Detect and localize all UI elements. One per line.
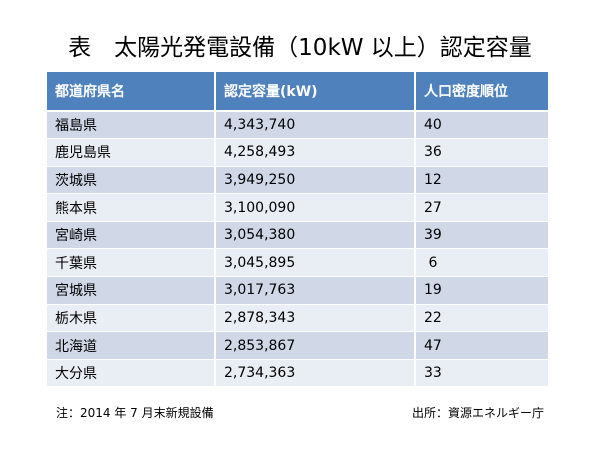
table-cell: 2,853,867 [215,331,416,360]
table-cell: 6 [415,248,548,278]
table-cell: 熊本県 [47,193,216,222]
table-cell: 4,343,740 [215,111,416,140]
table-row: 千葉県 3,045,895 6 [47,248,548,278]
table-cell: 大分県 [47,359,216,388]
table-cell: 12 [415,166,548,195]
source: 出所：資源エネルギー庁 [411,406,544,420]
table-row: 北海道 2,853,867 47 [47,331,548,360]
table-row: 福島県 4,343,740 40 [47,111,548,140]
table-cell: 3,054,380 [215,221,416,250]
table-cell: 福島県 [47,111,216,140]
table-row: 宮城県 3,017,763 19 [47,276,548,305]
column-header: 都道府県名 [47,72,216,112]
table-cell: 3,045,895 [215,248,416,278]
table-cell: 宮城県 [47,276,216,305]
table-cell: 宮崎県 [47,221,216,250]
column-header: 人口密度順位 [415,72,548,112]
table-cell: 47 [415,331,548,360]
table-cell: 茨城県 [47,166,216,195]
table-row: 宮崎県 3,054,380 39 [47,221,548,250]
table-cell: 27 [415,193,548,222]
table-cell: 39 [415,221,548,250]
table-cell: 2,734,363 [215,359,416,388]
table-cell: 3,949,250 [215,166,416,195]
table-row: 栃木県 2,878,343 22 [47,304,548,333]
title: 表 太陽光発電設備（10kW 以上）認定容量 [68,35,532,61]
footnote: 注：2014 年 7 月末新規設備 [56,406,214,420]
table-cell: 千葉県 [47,248,216,278]
table-row: 茨城県 3,949,250 12 [47,166,548,195]
table-cell: 4,258,493 [215,138,416,167]
table-cell: 33 [415,359,548,388]
capacity-table: 都道府県名 認定容量(kW) 人口密度順位 福島県 4,343,740 40 鹿児島県 4,… [47,72,548,388]
table-cell: 3,100,090 [215,193,416,222]
table-cell: 3,017,763 [215,276,416,305]
table-cell: 36 [415,138,548,167]
table-cell: 鹿児島県 [47,138,216,167]
table-cell: 2,878,343 [215,304,416,333]
column-header: 認定容量(kW) [215,72,416,112]
table-row: 大分県 2,734,363 33 [47,359,548,388]
table-cell: 22 [415,304,548,333]
table-cell: 栃木県 [47,304,216,333]
table-row: 鹿児島県 4,258,493 36 [47,138,548,167]
header-row: 都道府県名 認定容量(kW) 人口密度順位 [47,72,548,112]
table-cell: 北海道 [47,331,216,360]
table-cell: 19 [415,276,548,305]
table-cell: 40 [415,111,548,140]
table-row: 熊本県 3,100,090 27 [47,193,548,222]
